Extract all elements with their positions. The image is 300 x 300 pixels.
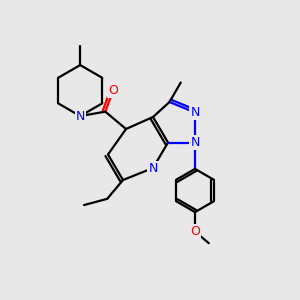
Text: N: N (76, 110, 85, 123)
Text: O: O (190, 225, 200, 238)
Text: O: O (108, 84, 118, 97)
Text: N: N (190, 136, 200, 149)
Text: N: N (190, 106, 200, 119)
Text: N: N (148, 161, 158, 175)
